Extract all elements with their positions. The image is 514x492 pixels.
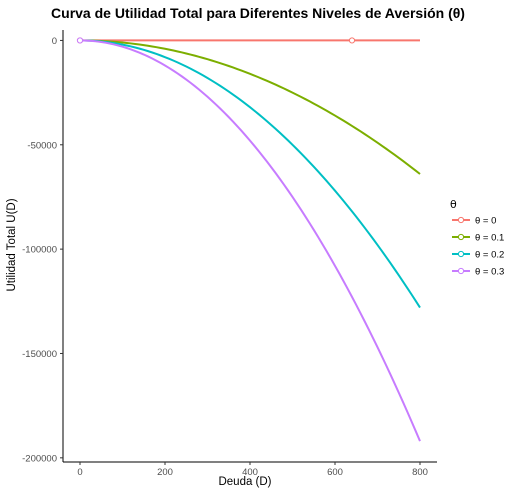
x-tick-label: 600 bbox=[327, 467, 343, 478]
legend: θ θ = 0 θ = 0.1 θ = 0.2 θ = 0.3 bbox=[450, 198, 504, 278]
x-tick-label: 0 bbox=[77, 467, 82, 478]
chart-title: Curva de Utilidad Total para Diferentes … bbox=[51, 5, 465, 21]
legend-label-3: θ = 0.3 bbox=[475, 267, 504, 278]
y-axis-title: Utilidad Total U(D) bbox=[6, 198, 18, 291]
x-tick-label: 200 bbox=[157, 467, 173, 478]
legend-key-marker-1 bbox=[457, 233, 465, 241]
legend-label-2: θ = 0.2 bbox=[475, 250, 504, 261]
axes: 0 200 400 600 800 0 -50000 -100000 -150000 -20000… bbox=[22, 30, 437, 478]
y-tick-label: -50000 bbox=[27, 140, 57, 151]
series-marker-3 bbox=[76, 37, 84, 44]
legend-label-1: θ = 0.1 bbox=[475, 233, 504, 244]
legend-key-marker-2 bbox=[457, 250, 465, 258]
plot-area bbox=[76, 37, 421, 442]
legend-label-0: θ = 0 bbox=[475, 216, 496, 227]
y-tick-label: -200000 bbox=[22, 453, 57, 464]
legend-key-marker-0 bbox=[457, 216, 465, 224]
legend-title: θ bbox=[450, 198, 457, 211]
x-tick-label: 800 bbox=[412, 467, 428, 478]
series-line-1 bbox=[79, 39, 421, 175]
x-tick-label: 400 bbox=[242, 467, 258, 478]
series-line-2 bbox=[79, 39, 421, 309]
x-axis-title: Deuda (D) bbox=[218, 476, 271, 488]
legend-key-marker-3 bbox=[457, 267, 465, 275]
series-marker-0 bbox=[348, 37, 356, 44]
series-line-3 bbox=[79, 39, 421, 442]
y-tick-label: 0 bbox=[52, 36, 57, 47]
y-tick-label: -150000 bbox=[22, 349, 57, 360]
y-tick-label: -100000 bbox=[22, 245, 57, 256]
